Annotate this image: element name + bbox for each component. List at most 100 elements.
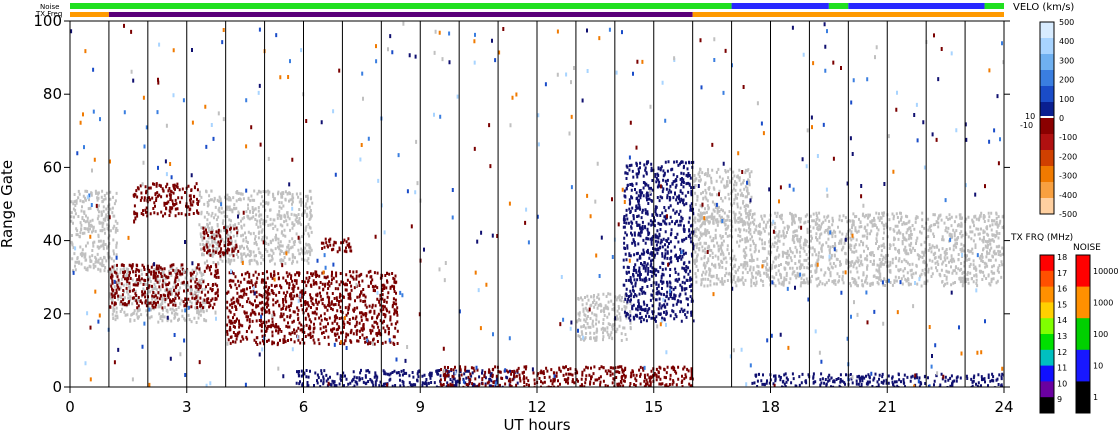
y-axis-label: Range Gate (0, 160, 16, 248)
plot-area (70, 21, 1004, 387)
txfreq-tick-label: 14 (1057, 316, 1067, 325)
positive-velocity-region (622, 160, 695, 324)
noise-scale-title: NOISE (1073, 243, 1101, 253)
txfreq-strip-segment (692, 12, 1004, 17)
top-strips (70, 3, 1004, 17)
x-axis: 0 3 6 9 12 15 18 21 24 (65, 387, 1014, 416)
negative-velocity-pixels (226, 269, 399, 347)
ground-scatter-pixels (198, 189, 314, 266)
noise-tick-label: 10000 (1093, 267, 1118, 276)
y-tick-label: 0 (52, 378, 62, 396)
velocity-tick-label: -400 (1059, 191, 1077, 200)
scatter-speckles (79, 28, 1004, 387)
y-tick-label: 40 (43, 232, 62, 250)
ground-scatter-pixels (692, 211, 1004, 288)
txfreq-tick-label: 9 (1057, 395, 1062, 404)
txfreq-strip-segment (70, 12, 109, 17)
ground-scatter-region (198, 189, 314, 266)
txfreq-color-swatch (1040, 349, 1054, 367)
noise-tick-label: 1000 (1093, 298, 1113, 307)
noise-strip-label: Noise (40, 3, 59, 11)
velocity-tick-label: -200 (1059, 152, 1077, 161)
scatter-speckles (91, 21, 1004, 382)
noise-colorbar: 10000 1000 100 10 1 (1075, 254, 1118, 414)
txfreq-color-swatch (1040, 255, 1054, 272)
velocity-zero-band (1040, 116, 1054, 118)
txfreq-colorbar: 18 17 16 15 14 13 12 11 10 9 (1039, 253, 1067, 414)
txfreq-strip-segment (108, 12, 693, 17)
velocity-side-label: 10 (1025, 112, 1035, 121)
ground-scatter-pixels (693, 167, 753, 225)
noise-color-swatch (1076, 349, 1090, 382)
positive-velocity-pixels (295, 368, 519, 387)
y-tick-label: 20 (43, 305, 62, 323)
negative-velocity-pixels (320, 237, 353, 254)
scatter-speckles (83, 27, 1003, 386)
y-tick-label: 100 (33, 12, 62, 30)
ground-scatter-region (575, 292, 632, 342)
negative-velocity-region (226, 269, 399, 347)
negative-velocity-pixels (439, 365, 694, 387)
noise-strip-segment (848, 3, 985, 9)
ground-scatter-pixels (109, 266, 208, 324)
negative-velocity-region (439, 365, 694, 387)
noise-tick-label: 100 (1093, 330, 1108, 339)
positive-velocity-region (751, 372, 1004, 387)
x-tick-label: 21 (878, 398, 897, 416)
velocity-color-swatch (1040, 118, 1054, 135)
ground-scatter-region (70, 189, 119, 273)
y-tick-label: 60 (43, 158, 62, 176)
txfreq-color-swatch (1040, 365, 1054, 382)
velocity-tick-label: 300 (1059, 56, 1074, 65)
velocity-color-swatch (1040, 198, 1054, 215)
velocity-tick-label: 100 (1059, 95, 1074, 104)
positive-velocity-pixels (751, 372, 1004, 387)
x-axis-label: UT hours (503, 416, 570, 434)
txfreq-tick-label: 10 (1057, 379, 1067, 388)
positive-velocity-pixels (622, 160, 695, 324)
txfreq-color-swatch (1040, 381, 1054, 398)
negative-velocity-pixels (132, 182, 200, 218)
velocity-tick-label: 500 (1059, 18, 1074, 27)
negative-velocity-pixels (202, 226, 240, 258)
velocity-tick-label: -300 (1059, 172, 1077, 181)
txfreq-color-swatch (1040, 270, 1054, 288)
txfreq-tick-label: 17 (1057, 269, 1067, 278)
txfreq-tick-label: 13 (1057, 332, 1067, 341)
velocity-tick-label: -500 (1059, 210, 1077, 219)
noise-strip-segment (828, 3, 849, 9)
noise-tick-label: 1 (1093, 393, 1098, 402)
negative-velocity-region (320, 237, 353, 254)
scatter-speckles (74, 42, 978, 387)
txfreq-tick-label: 12 (1057, 348, 1067, 357)
velocity-color-swatch (1040, 38, 1054, 55)
txfreq-strip-label: TX Freq (35, 10, 62, 18)
txfreq-color-swatch (1040, 318, 1054, 335)
negative-velocity-pixels (109, 263, 220, 310)
velocity-colorbar-frame (1039, 21, 1055, 215)
ground-scatter-region (692, 211, 1004, 288)
txfreq-color-swatch (1040, 397, 1054, 414)
negative-velocity-region (132, 182, 200, 218)
velocity-tick-label: 0 (1059, 114, 1064, 123)
noise-strip-segment (70, 3, 732, 9)
x-tick-label: 9 (415, 398, 425, 416)
negative-velocity-region (109, 263, 220, 310)
ground-scatter-region (109, 266, 208, 324)
txfreq-tick-label: 11 (1057, 364, 1067, 373)
velocity-scale-title: VELO (km/s) (1013, 2, 1074, 13)
x-tick-label: 12 (527, 398, 546, 416)
txfreq-tick-label: 18 (1057, 253, 1067, 262)
velocity-color-swatch (1040, 102, 1054, 119)
txfreq-color-swatch (1040, 302, 1054, 319)
x-tick-label: 24 (994, 398, 1013, 416)
positive-velocity-region (295, 368, 519, 387)
noise-tick-label: 10 (1093, 362, 1103, 371)
scatter-speckles (70, 22, 999, 387)
velocity-tick-label: 400 (1059, 37, 1074, 46)
velocity-color-swatch (1040, 166, 1054, 183)
scatter-speckles (72, 27, 996, 387)
txfreq-color-swatch (1040, 334, 1054, 351)
